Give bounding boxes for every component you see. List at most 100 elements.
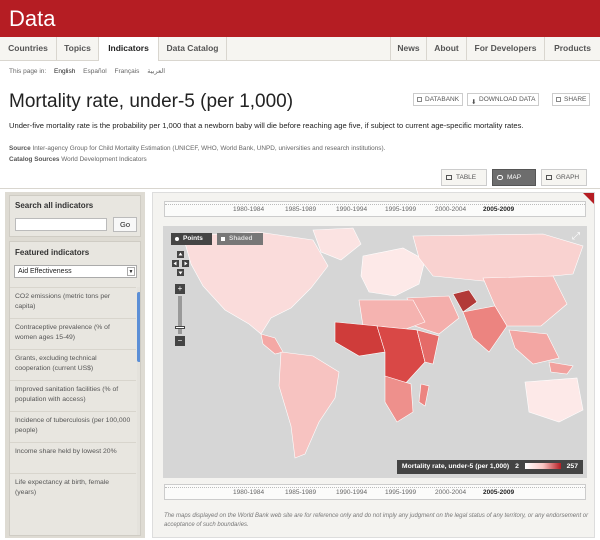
indicator-item[interactable]: Life expectancy at birth, female (years) — [10, 473, 136, 504]
timeline-period[interactable]: 1995-1999 — [385, 489, 417, 496]
mode-points-button[interactable]: Points — [171, 233, 212, 245]
region-west-africa — [334, 321, 386, 357]
legend-label: Mortality rate, under-5 (per 1,000) — [401, 463, 510, 470]
nav-indicators[interactable]: Indicators — [99, 37, 159, 61]
timeline-period-selected[interactable]: 2005-2009 — [483, 489, 515, 496]
lang-arabic[interactable]: العربية — [147, 68, 165, 75]
map-panel: 1980-1984 1985-1989 1990-1994 1995-1999 … — [152, 192, 595, 538]
region-madagascar — [418, 383, 430, 407]
region-afghanistan — [452, 289, 478, 313]
legend-max: 257 — [566, 463, 578, 470]
timeline-ticks — [165, 202, 585, 205]
databank-icon — [417, 97, 422, 102]
nav-for-developers[interactable]: For Developers — [467, 37, 545, 60]
region-north-africa — [358, 299, 426, 331]
map-disclaimer: The maps displayed on the World Bank web… — [164, 513, 589, 528]
catalog-label: Catalog Sources — [9, 156, 60, 163]
tab-table-label: TABLE — [456, 174, 477, 181]
region-east-africa — [416, 329, 440, 365]
featured-select[interactable]: Aid Effectiveness ▼ — [14, 265, 137, 278]
indicator-list: CO2 emissions (metric tons per capita) C… — [10, 287, 136, 504]
lang-english[interactable]: English — [54, 68, 76, 75]
lang-francais[interactable]: Français — [114, 68, 140, 75]
timeline-period[interactable]: 1985-1989 — [285, 489, 317, 496]
tab-map[interactable]: MAP — [492, 169, 536, 186]
main-content: This page in: English Español Français ا… — [0, 61, 600, 540]
mode-shaded-label: Shaded — [229, 235, 253, 242]
tab-table[interactable]: TABLE — [441, 169, 487, 186]
mode-points-label: Points — [183, 235, 203, 242]
timeline-period[interactable]: 1990-1994 — [336, 206, 368, 213]
region-central-america — [260, 333, 284, 355]
source-line: Source Inter-agency Group for Child Mort… — [9, 145, 385, 152]
table-icon — [446, 175, 452, 180]
tab-graph[interactable]: GRAPH — [541, 169, 587, 186]
graph-icon — [546, 175, 552, 180]
featured-panel: Featured indicators Aid Effectiveness ▼ … — [9, 241, 141, 536]
go-button[interactable]: Go — [113, 217, 137, 232]
nav-products[interactable]: Products — [554, 43, 591, 53]
indicator-item[interactable]: CO2 emissions (metric tons per capita) — [10, 287, 136, 318]
search-input[interactable] — [15, 218, 107, 231]
zoom-out-icon[interactable]: − — [175, 336, 185, 346]
pan-icon[interactable] — [172, 251, 189, 277]
zoom-control: + − — [175, 284, 185, 346]
indicator-scrollbar[interactable] — [137, 287, 140, 535]
zoom-slider-thumb[interactable] — [175, 326, 185, 329]
legend-gradient — [524, 463, 561, 470]
nav-countries[interactable]: Countries — [0, 37, 57, 60]
databank-button[interactable]: DATABANK — [413, 93, 464, 106]
featured-select-value: Aid Effectiveness — [18, 268, 72, 275]
world-map[interactable]: Points Shaded + − ⤢ Mortality rate, — [163, 226, 587, 478]
expand-icon[interactable]: ⤢ — [572, 231, 580, 242]
zoom-slider-track[interactable] — [178, 296, 182, 334]
indicator-item[interactable]: Grants, excluding technical cooperation … — [10, 349, 136, 380]
nav-data-catalog[interactable]: Data Catalog — [159, 37, 227, 60]
region-southeast-asia — [508, 329, 560, 365]
timeline-period[interactable]: 1980-1984 — [233, 489, 265, 496]
main-nav: Countries Topics Indicators Data Catalog… — [0, 37, 600, 61]
zoom-in-icon[interactable]: + — [175, 284, 185, 294]
timeline-period[interactable]: 1980-1984 — [233, 206, 265, 213]
nav-about[interactable]: About — [427, 37, 467, 60]
region-europe — [360, 247, 426, 297]
download-icon: ⬇ — [471, 99, 477, 106]
share-button[interactable]: SHARE — [552, 93, 591, 106]
lang-espanol[interactable]: Español — [83, 68, 107, 75]
nav-news[interactable]: News — [390, 37, 427, 60]
region-greenland — [312, 227, 362, 261]
region-papua — [548, 361, 574, 375]
timeline-period[interactable]: 1995-1999 — [385, 206, 417, 213]
search-label: Search all indicators — [15, 201, 94, 210]
sidebar: Search all indicators Go Featured indica… — [5, 192, 145, 538]
map-icon — [497, 175, 503, 180]
timeline-bottom[interactable]: 1980-1984 1985-1989 1990-1994 1995-1999 … — [164, 484, 586, 500]
download-data-button[interactable]: ⬇ DOWNLOAD DATA — [467, 93, 540, 106]
indicator-description: Under-five mortality rate is the probabi… — [9, 121, 524, 130]
catalog-link[interactable]: World Development Indicators — [61, 156, 147, 163]
scrollbar-thumb[interactable] — [137, 292, 140, 362]
download-label: DOWNLOAD DATA — [479, 96, 536, 103]
page-title: Mortality rate, under-5 (per 1,000) — [9, 91, 294, 112]
brand-logo[interactable]: Data — [9, 6, 56, 31]
top-header-bar: Data — [0, 0, 600, 37]
dropdown-arrow-icon: ▼ — [127, 267, 135, 276]
indicator-item[interactable]: Contraceptive prevalence (% of women age… — [10, 318, 136, 349]
region-south-asia — [462, 305, 508, 353]
timeline-top[interactable]: 1980-1984 1985-1989 1990-1994 1995-1999 … — [164, 201, 586, 217]
catalog-line: Catalog Sources World Development Indica… — [9, 156, 147, 163]
region-southern-africa — [384, 375, 414, 423]
share-label: SHARE — [564, 96, 587, 103]
indicator-item[interactable]: Incidence of tuberculosis (per 100,000 p… — [10, 411, 136, 442]
timeline-period[interactable]: 2000-2004 — [435, 206, 467, 213]
timeline-period[interactable]: 1985-1989 — [285, 206, 317, 213]
indicator-item[interactable]: Improved sanitation facilities (% of pop… — [10, 380, 136, 411]
indicator-item[interactable]: Income share held by lowest 20% — [10, 442, 136, 473]
map-shapes — [182, 227, 584, 459]
timeline-period[interactable]: 1990-1994 — [336, 489, 368, 496]
mode-shaded-button[interactable]: Shaded — [217, 233, 263, 245]
timeline-period[interactable]: 2000-2004 — [435, 489, 467, 496]
nav-topics[interactable]: Topics — [57, 37, 99, 60]
timeline-period-selected[interactable]: 2005-2009 — [483, 206, 515, 213]
featured-label: Featured indicators — [15, 248, 90, 257]
